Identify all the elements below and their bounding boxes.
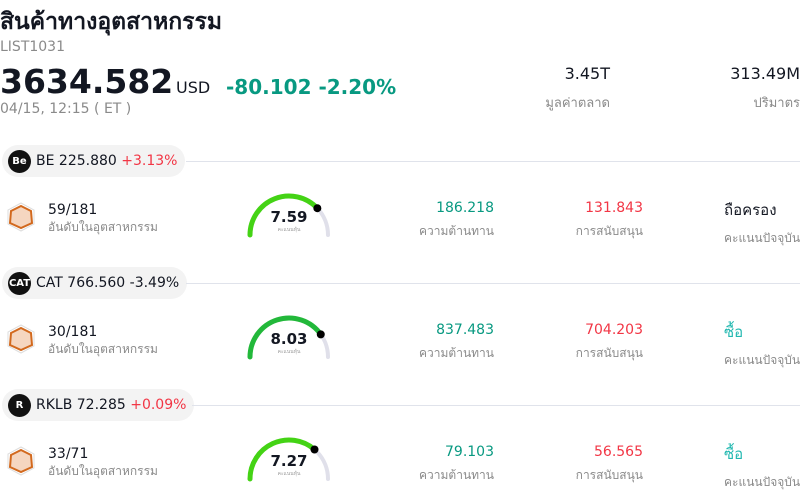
divider [186, 161, 800, 162]
rating-value: ถือครอง [724, 201, 777, 219]
market-cap-value: 3.45T [564, 64, 610, 83]
rating-label: คะแนนปัจจุบัน [724, 475, 800, 489]
gauge-marker [316, 330, 325, 339]
rating-value: ซื้อ [724, 323, 744, 341]
resistance-label: ความต้านทาน [419, 346, 494, 360]
volume-value: 313.49M [730, 64, 800, 83]
rating-label: คะแนนปัจจุบัน [724, 231, 800, 245]
resistance-label: ความต้านทาน [419, 468, 494, 482]
market-cap: 3.45T มูลค่าตลาด [545, 64, 610, 113]
stock-score: 7.27 คะแนนหุ้น [259, 452, 319, 478]
score-gauge [247, 315, 330, 360]
support-label: การสนับสนุน [575, 224, 643, 238]
market-cap-label: มูลค่าตลาด [545, 96, 610, 111]
score-value: 7.59 [270, 208, 308, 226]
gauge-fill [247, 437, 318, 482]
stock-score: 8.03 คะแนนหุ้น [259, 330, 319, 356]
ticker: CAT [36, 275, 63, 291]
stock-change: +3.13% [121, 153, 178, 169]
rating: ซื้อคะแนนปัจจุบัน [724, 320, 800, 370]
industry-rank: 30/181 อันดับในอุตสาหกรรม [48, 324, 158, 359]
company-logo-icon: R [8, 393, 31, 417]
divider [186, 283, 800, 284]
support-label: การสนับสนุน [575, 346, 643, 360]
stock-price: 225.880 [58, 153, 117, 169]
rank-value: 33/71 [48, 446, 89, 462]
volume-label: ปริมาตร [753, 96, 800, 111]
ticker: RKLB [36, 397, 73, 413]
volume: 313.49M ปริมาตร [730, 64, 800, 113]
company-logo-icon: Be [8, 149, 31, 173]
divider [192, 405, 800, 406]
rank-label: อันดับในอุตสาหกรรม [48, 464, 158, 478]
support-label: การสนับสนุน [575, 468, 643, 482]
score-gauge [247, 437, 330, 482]
rating-label: คะแนนปัจจุบัน [724, 353, 800, 367]
industry-rank: 33/71 อันดับในอุตสาหกรรม [48, 446, 158, 481]
resistance-value: 186.218 [436, 200, 494, 216]
symbol: LIST1031 [0, 39, 65, 55]
support: 704.203 การสนับสนุน [576, 322, 643, 363]
rank-label: อันดับในอุตสาหกรรม [48, 220, 158, 234]
company-logo-icon: CAT [8, 271, 31, 295]
support-value: 131.843 [585, 200, 643, 216]
stock-score: 7.59 คะแนนหุ้น [259, 208, 319, 234]
stock-price: 72.285 [76, 397, 126, 413]
rating: ซื้อคะแนนปัจจุบัน [724, 442, 800, 492]
radar-icon [7, 446, 35, 476]
score-value: 7.27 [270, 452, 308, 470]
support: 56.565 การสนับสนุน [576, 444, 643, 485]
score-label: คะแนนหุ้น [277, 471, 301, 477]
rating-value: ซื้อ [724, 445, 744, 463]
radar-icon [7, 324, 35, 354]
resistance: 79.103 ความต้านทาน [419, 444, 494, 485]
resistance-label: ความต้านทาน [419, 224, 494, 238]
support: 131.843 การสนับสนุน [576, 200, 643, 241]
stock-change: +0.09% [130, 397, 187, 413]
score-label: คะแนนหุ้น [277, 227, 301, 233]
price-change: -80.102 -2.20% [226, 75, 397, 99]
rank-value: 59/181 [48, 202, 98, 218]
gauge-fill [247, 193, 320, 238]
rank-label: อันดับในอุตสาหกรรม [48, 342, 158, 356]
price: 3634.582 [0, 62, 174, 101]
resistance: 837.483 ความต้านทาน [419, 322, 494, 363]
stock-price: 766.560 [67, 275, 126, 291]
stock-chip[interactable]: R RKLB 72.285 +0.09% [2, 389, 195, 421]
industry-rank: 59/181 อันดับในอุตสาหกรรม [48, 202, 158, 237]
stock-chip[interactable]: CAT CAT 766.560 -3.49% [2, 267, 188, 299]
currency: USD [176, 78, 211, 97]
resistance: 186.218 ความต้านทาน [419, 200, 494, 241]
timestamp: 04/15, 12:15 ( ET ) [0, 101, 132, 117]
resistance-value: 837.483 [436, 322, 494, 338]
gauge-marker [310, 445, 319, 454]
gauge-marker [313, 204, 322, 213]
support-value: 704.203 [585, 322, 643, 338]
stock-chip[interactable]: Be BE 225.880 +3.13% [2, 145, 186, 177]
score-gauge [247, 193, 330, 238]
rating: ถือครองคะแนนปัจจุบัน [724, 198, 800, 248]
ticker: BE [36, 153, 55, 169]
radar-icon [7, 202, 35, 232]
score-label: คะแนนหุ้น [277, 349, 301, 355]
resistance-value: 79.103 [445, 444, 494, 460]
support-value: 56.565 [594, 444, 643, 460]
score-value: 8.03 [270, 330, 308, 348]
stock-change: -3.49% [129, 275, 180, 291]
gauge-fill [247, 315, 324, 360]
page-title: สินค้าทางอุตสาหกรรม [0, 9, 223, 35]
rank-value: 30/181 [48, 324, 98, 340]
